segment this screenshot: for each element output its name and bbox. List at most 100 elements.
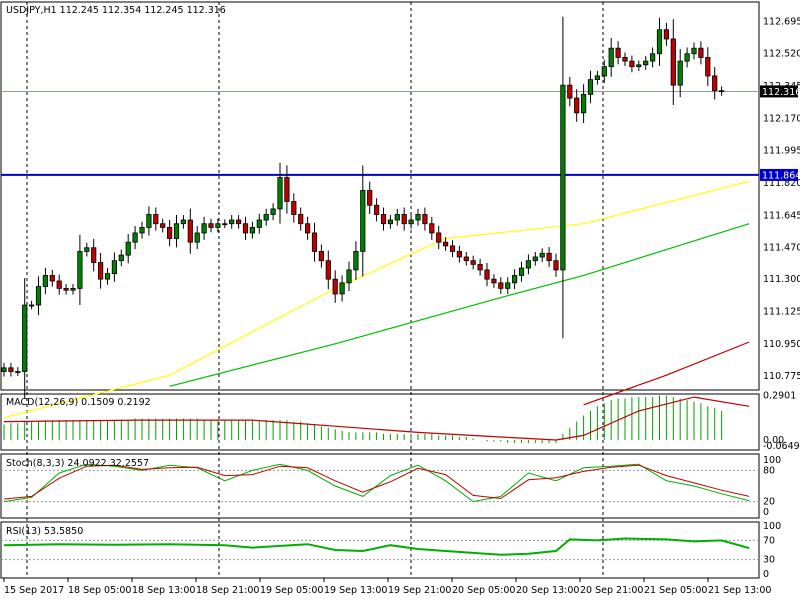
candle[interactable] — [111, 252, 117, 282]
candle-body[interactable] — [456, 251, 463, 258]
candle-body[interactable] — [1, 367, 7, 372]
candle[interactable] — [132, 226, 138, 250]
candle-body[interactable] — [436, 232, 442, 243]
candle[interactable] — [449, 240, 456, 258]
candle-body[interactable] — [387, 219, 394, 225]
candle[interactable] — [125, 233, 131, 264]
candle-body[interactable] — [636, 64, 642, 68]
candle[interactable] — [456, 245, 463, 263]
candle[interactable] — [408, 215, 414, 229]
candle[interactable] — [194, 226, 200, 250]
candle-body[interactable] — [491, 278, 497, 284]
candle[interactable] — [1, 362, 7, 377]
candle-body[interactable] — [104, 273, 111, 280]
candle[interactable] — [663, 22, 670, 46]
candle[interactable] — [608, 38, 614, 77]
candle-body[interactable] — [56, 280, 62, 289]
candle-body[interactable] — [532, 256, 538, 262]
candle[interactable] — [146, 206, 152, 236]
candle[interactable] — [670, 19, 676, 106]
candle-body[interactable] — [235, 219, 242, 225]
candle[interactable] — [304, 216, 311, 240]
candle-body[interactable] — [615, 47, 621, 58]
candle[interactable] — [512, 269, 518, 290]
candle[interactable] — [525, 254, 532, 275]
candle-body[interactable] — [325, 260, 331, 280]
candle[interactable] — [643, 56, 649, 70]
candle[interactable] — [242, 216, 249, 240]
candle-body[interactable] — [160, 223, 166, 228]
candle-body[interactable] — [415, 214, 421, 221]
candle[interactable] — [270, 203, 276, 221]
candle-body[interactable] — [304, 223, 311, 234]
candle[interactable] — [284, 165, 290, 214]
candle-body[interactable] — [270, 208, 276, 215]
candle[interactable] — [698, 41, 704, 65]
candle[interactable] — [601, 59, 607, 83]
candle-body[interactable] — [91, 247, 97, 263]
candle[interactable] — [380, 207, 387, 231]
candle[interactable] — [263, 208, 269, 226]
candle-body[interactable] — [622, 57, 628, 62]
candle-body[interactable] — [22, 304, 28, 372]
candle-body[interactable] — [166, 227, 173, 239]
candle[interactable] — [28, 300, 35, 310]
candle-body[interactable] — [84, 247, 90, 252]
candle-body[interactable] — [49, 275, 55, 282]
candle[interactable] — [84, 242, 90, 257]
candle-body[interactable] — [146, 214, 152, 228]
candle-body[interactable] — [63, 287, 69, 291]
candle[interactable] — [291, 193, 297, 223]
candle[interactable] — [650, 47, 656, 68]
candle-body[interactable] — [629, 60, 635, 68]
candle-body[interactable] — [318, 251, 325, 262]
candle[interactable] — [712, 67, 718, 100]
candle-body[interactable] — [118, 254, 124, 262]
candle-body[interactable] — [477, 263, 483, 271]
candle-body[interactable] — [132, 232, 138, 243]
candle[interactable] — [581, 84, 587, 124]
candle[interactable] — [160, 218, 166, 233]
candle-body[interactable] — [698, 47, 704, 58]
candle-body[interactable] — [187, 219, 193, 243]
candle-body[interactable] — [201, 223, 207, 234]
candle[interactable] — [153, 207, 159, 231]
candle[interactable] — [249, 221, 255, 239]
candle[interactable] — [311, 222, 318, 262]
candle-body[interactable] — [8, 367, 14, 372]
candle-body[interactable] — [125, 241, 131, 256]
candle-body[interactable] — [677, 60, 683, 86]
candle[interactable] — [532, 251, 538, 266]
macd-panel[interactable] — [0, 393, 760, 451]
candle-body[interactable] — [691, 47, 697, 55]
candle-body[interactable] — [380, 214, 387, 225]
candle[interactable] — [546, 246, 552, 267]
candle[interactable] — [436, 226, 442, 250]
candle-body[interactable] — [567, 84, 573, 99]
candle-body[interactable] — [180, 219, 186, 225]
candle[interactable] — [98, 252, 104, 289]
candle[interactable] — [22, 278, 28, 399]
candle-body[interactable] — [277, 177, 283, 210]
candle[interactable] — [187, 208, 193, 254]
candle-body[interactable] — [222, 223, 228, 226]
candle[interactable] — [394, 208, 400, 226]
candle[interactable] — [360, 165, 366, 277]
candle-body[interactable] — [242, 223, 249, 234]
candle[interactable] — [498, 277, 504, 295]
candle-body[interactable] — [705, 57, 711, 77]
candle[interactable] — [553, 253, 559, 277]
candle[interactable] — [491, 274, 497, 288]
candle[interactable] — [235, 215, 242, 229]
candle[interactable] — [229, 215, 235, 229]
candle[interactable] — [367, 181, 373, 215]
candle[interactable] — [684, 47, 690, 68]
candle-body[interactable] — [512, 275, 518, 284]
candle[interactable] — [339, 275, 345, 302]
candle[interactable] — [49, 269, 55, 287]
candle[interactable] — [705, 47, 711, 87]
candle-body[interactable] — [546, 252, 552, 262]
candle-body[interactable] — [311, 232, 318, 252]
candle-body[interactable] — [670, 38, 676, 86]
candle[interactable] — [373, 198, 380, 222]
